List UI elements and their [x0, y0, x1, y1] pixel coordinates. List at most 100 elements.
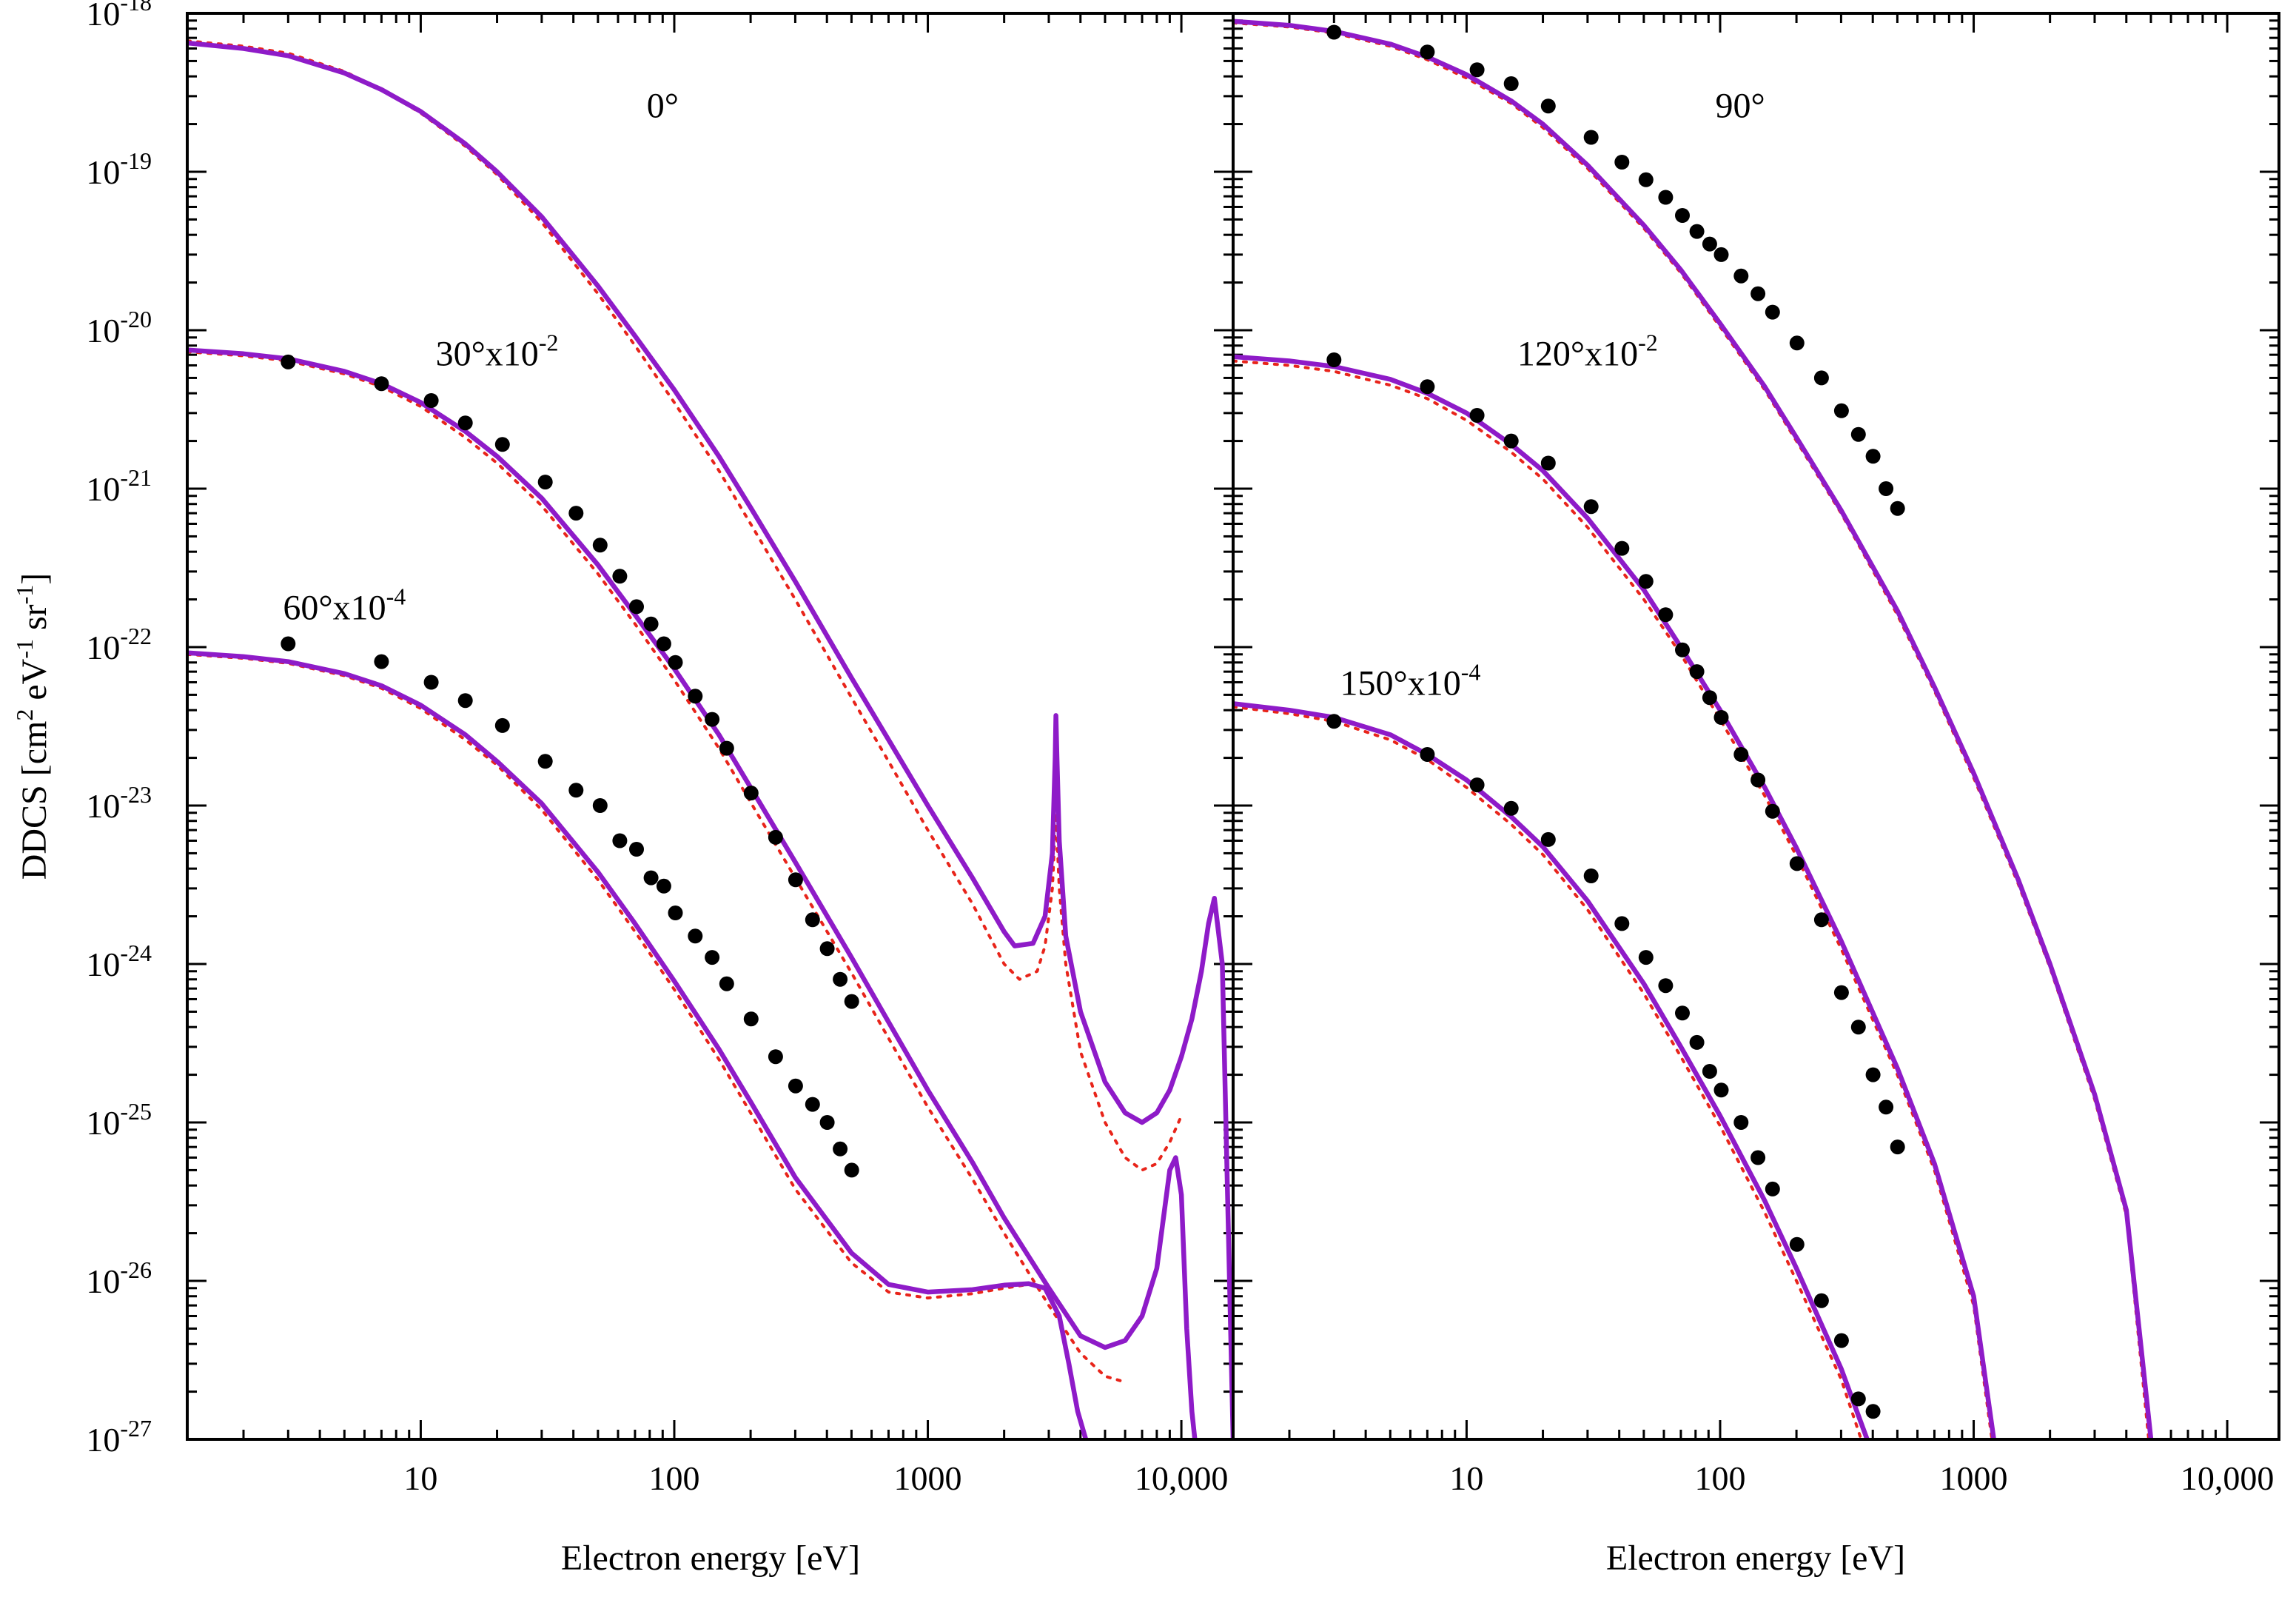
data-point-60-x10-measured [592, 798, 608, 813]
data-point-60-x10-measured [656, 878, 671, 894]
data-point-150-x10-measured [1865, 1404, 1881, 1419]
data-point-120-x10-measured [1813, 912, 1829, 928]
curve-label-120deg: 120°x10-2 [1517, 329, 1658, 373]
curve-label-exponent: -4 [1461, 658, 1481, 685]
data-point-60-x10-measured [719, 976, 734, 991]
data-point-90-measured [1789, 335, 1805, 351]
data-point-60-x10-measured [705, 950, 720, 965]
y-axis-title-main: DDCS [cm [15, 721, 54, 880]
y-tick-label-base: 10 [86, 629, 120, 666]
data-point-150-x10-measured [1789, 1236, 1805, 1252]
data-point-30-x10-measured [668, 655, 683, 670]
data-point-150-x10-measured [1658, 978, 1674, 994]
data-point-90-measured [1713, 247, 1729, 262]
x-tick-label: 1000 [894, 1459, 962, 1497]
y-axis-title-mid-1: eV [15, 658, 54, 709]
series-line-30-x10-calculation-dotted [187, 350, 1127, 1384]
data-point-150-x10-measured [1638, 950, 1654, 965]
data-point-30-x10-measured [768, 829, 783, 845]
y-tick-label-exponent: -19 [120, 147, 152, 174]
data-point-60-x10-measured [768, 1049, 783, 1065]
data-point-60-x10-measured [537, 754, 553, 769]
curve-label-exponent: -2 [539, 329, 559, 355]
y-tick-label-base: 10 [86, 153, 120, 191]
y-tick-label-exponent: -24 [120, 940, 152, 966]
data-point-150-x10-measured [1733, 1115, 1749, 1130]
data-point-90-measured [1638, 172, 1654, 187]
curve-label-0deg: 0° [647, 87, 679, 126]
data-point-60-x10-measured [788, 1078, 803, 1094]
data-point-120-x10-measured [1865, 1067, 1881, 1082]
y-tick-label: 10-19 [86, 147, 152, 191]
x-tick-label: 100 [648, 1459, 699, 1497]
data-point-30-x10-measured [743, 786, 759, 801]
data-point-60-x10-measured [844, 1162, 859, 1178]
data-point-150-x10-measured [1850, 1391, 1866, 1407]
data-point-30-x10-measured [568, 506, 584, 521]
data-point-120-x10-measured [1420, 379, 1435, 395]
data-point-30-x10-measured [612, 569, 628, 584]
data-point-120-x10-measured [1750, 772, 1766, 788]
data-point-90-measured [1850, 426, 1866, 442]
y-tick-label-exponent: -21 [120, 464, 152, 491]
data-point-60-x10-measured [629, 842, 644, 857]
data-point-90-measured [1583, 130, 1599, 145]
data-point-90-measured [1733, 268, 1749, 284]
data-point-90-measured [1750, 286, 1766, 301]
data-point-120-x10-measured [1658, 607, 1674, 623]
data-point-150-x10-measured [1713, 1082, 1729, 1098]
left-panel-annotations: 0° 30°x10-2 60°x10-4 [283, 87, 679, 628]
data-point-90-measured [1614, 155, 1630, 170]
data-point-60-x10-measured [819, 1115, 835, 1130]
data-point-120-x10-measured [1469, 408, 1485, 423]
data-point-150-x10-measured [1750, 1150, 1766, 1165]
right-panel-x-tick-labels: 10 100 1000 10,000 [1449, 1459, 2274, 1497]
right-panel-points [1326, 24, 1905, 1419]
y-tick-label: 10-22 [86, 623, 152, 666]
data-point-90-measured [1420, 44, 1435, 60]
y-tick-label-base: 10 [86, 945, 120, 983]
data-point-30-x10-measured [719, 740, 734, 756]
data-point-90-measured [1540, 98, 1556, 114]
y-tick-label-base: 10 [86, 787, 120, 825]
data-point-60-x10-measured [612, 833, 628, 848]
x-tick-label: 100 [1694, 1459, 1745, 1497]
data-point-90-measured [1765, 304, 1780, 320]
data-point-120-x10-measured [1614, 540, 1630, 556]
y-tick-label: 10-23 [86, 781, 152, 825]
data-point-120-x10-measured [1833, 985, 1849, 1000]
data-point-150-x10-measured [1583, 868, 1599, 883]
curve-label-text: 0° [647, 87, 679, 126]
data-point-120-x10-measured [1675, 642, 1690, 657]
data-point-120-x10-measured [1713, 710, 1729, 725]
data-point-150-x10-measured [1813, 1293, 1829, 1308]
y-tick-label-exponent: -22 [120, 623, 152, 649]
curve-label-text: 30°x10 [436, 334, 539, 373]
data-point-90-measured [1879, 481, 1894, 496]
data-point-30-x10-measured [688, 689, 703, 704]
data-point-60-x10-measured [643, 870, 659, 886]
data-point-120-x10-measured [1689, 664, 1705, 680]
data-point-90-measured [1469, 62, 1485, 78]
data-point-90-measured [1702, 236, 1717, 252]
data-point-60-x10-measured [281, 636, 296, 652]
data-point-120-x10-measured [1879, 1099, 1894, 1115]
curve-label-30deg: 30°x10-2 [436, 329, 559, 373]
data-point-30-x10-measured [705, 712, 720, 727]
y-axis-title-sup-1: 2 [11, 709, 38, 721]
y-tick-label: 10-21 [86, 464, 152, 508]
y-axis-title-sup-2: -1 [11, 639, 38, 659]
data-point-90-measured [1833, 403, 1849, 418]
data-point-150-x10-measured [1420, 747, 1435, 762]
svg-text:DDCS [cm2 eV-1 sr-1]: DDCS [cm2 eV-1 sr-1] [11, 573, 54, 880]
data-point-150-x10-measured [1326, 714, 1342, 729]
curve-label-90deg: 90° [1715, 87, 1765, 126]
data-point-150-x10-measured [1702, 1064, 1717, 1079]
y-tick-label-base: 10 [86, 0, 120, 33]
y-tick-label-base: 10 [86, 470, 120, 508]
data-point-90-measured [1658, 190, 1674, 205]
left-panel-series [187, 39, 1233, 1439]
right-panel-ticks [1233, 12, 2279, 1441]
